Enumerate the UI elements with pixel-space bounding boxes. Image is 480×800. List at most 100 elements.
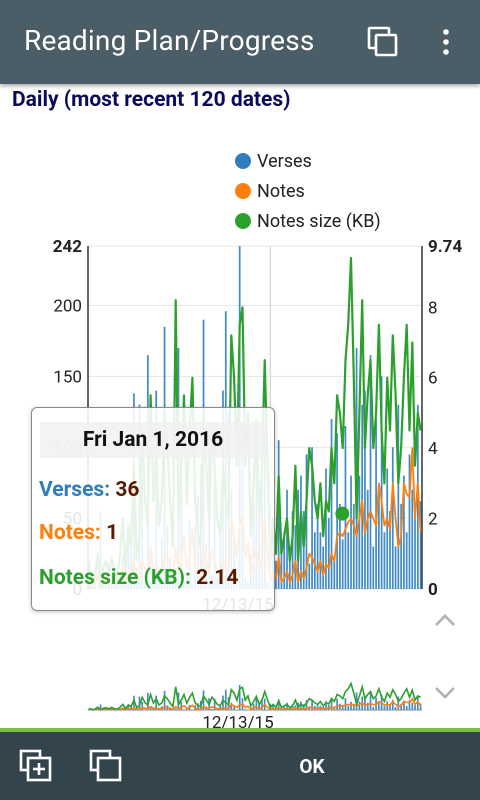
ok-button[interactable]: OK [299,754,325,778]
overview-bar [364,695,366,710]
overview-bar [350,701,352,710]
y-right-tick-label: 4 [428,439,438,459]
overview-bar [383,705,386,710]
overflow-menu-icon[interactable] [426,22,466,62]
app-bar: Reading Plan/Progress [0,0,480,84]
bar-verses [339,503,341,589]
y-right-tick-label: 6 [428,369,438,389]
overview-bar [202,690,205,710]
tooltip-notes-value: 1 [106,521,119,545]
bar-verses [311,447,313,589]
legend-label-0: Verses [257,151,312,172]
overview-bar [233,706,235,710]
y-right-tick-label: 9.74 [428,237,462,257]
bar-verses [408,454,411,589]
bar-verses [380,376,383,589]
overview-bar [419,703,422,710]
bar-verses [350,475,352,589]
overview-bar [133,695,135,710]
overview-bar [389,704,391,710]
bar-verses [403,475,405,589]
overview-bar [411,702,414,710]
bar-verses [352,503,355,589]
overview-bar [291,704,294,710]
bar-verses [397,404,400,589]
bar-verses [305,454,308,589]
overview-bar [163,690,166,710]
overview-bar [230,702,233,710]
legend-marker-1 [235,183,251,199]
overview-bar [300,701,302,710]
overview-bar [222,695,224,710]
bar-verses [358,475,361,589]
hover-point [335,506,350,521]
overview-bar [369,692,372,710]
add-copy-icon[interactable] [14,744,58,788]
overview-bar [341,706,344,710]
bar-verses [325,468,327,589]
chart-tooltip: Fri Jan 1, 2016 Verses: 36 Notes: 1 Note… [31,407,275,611]
bar-verses [391,447,394,589]
overview-bar [400,703,402,710]
section-title: Daily (most recent 120 dates) [12,88,291,112]
bar-verses [375,418,377,589]
copy-icon[interactable] [84,744,128,788]
bar-verses [405,532,408,589]
overview-line [89,697,422,711]
overview-bar [213,698,216,710]
bar-verses [313,532,316,589]
accent-divider [0,728,480,732]
overview-bar [280,706,283,710]
y-left-tick-label: 150 [53,367,82,387]
bar-verses [411,489,414,589]
overview-bar [403,701,405,710]
tooltip-notes-size-value: 2.14 [196,566,239,590]
chevron-down-icon[interactable] [430,678,460,708]
chevron-up-icon[interactable] [430,605,460,635]
overview-bar [152,708,155,710]
overview-bar [258,702,261,710]
overview-bar [308,708,311,710]
tooltip-verses-value: 36 [115,478,140,502]
tooltip-date: Fri Jan 1, 2016 [40,422,266,458]
tooltip-notes-row: Notes: 1 [39,521,118,545]
overview-bar [305,700,308,710]
overview-bar [347,705,350,710]
overview-bar [344,698,347,710]
bar-verses [364,390,366,589]
bar-verses [294,525,297,589]
overview-bar [378,702,380,710]
copy-icon[interactable] [363,22,403,62]
overview-bar [316,703,319,710]
bar-verses [327,518,330,589]
y-left-tick-label: 242 [53,237,83,257]
app-title: Reading Plan/Progress [24,24,315,57]
bar-verses [333,560,336,589]
overview-bar [327,704,330,710]
bar-verses [386,468,389,589]
bar-verses [300,475,302,589]
bar-verses [419,501,422,589]
overview-bar [180,701,183,710]
overview-bar [277,699,280,710]
y-right-tick-label: 2 [428,510,438,530]
bar-verses [400,503,402,589]
bottom-bar: OK [0,732,480,800]
legend-marker-2 [235,213,251,229]
overview-chart[interactable]: 12/13/15 [0,650,480,733]
bar-verses [302,511,305,589]
bar-verses [283,532,286,589]
overview-bar [397,696,400,710]
bar-verses [330,418,333,589]
overview-bar [414,704,416,710]
overview-bar [219,705,222,710]
overview-bar [255,697,258,710]
y-right-tick-label: 0 [428,580,438,600]
overview-bar [333,707,336,710]
overview-bar [261,699,263,710]
bar-verses [316,503,319,589]
bar-verses [361,404,364,589]
legend-marker-0 [235,153,251,169]
y-left-tick-label: 200 [53,297,82,317]
overview-bar [272,704,274,710]
